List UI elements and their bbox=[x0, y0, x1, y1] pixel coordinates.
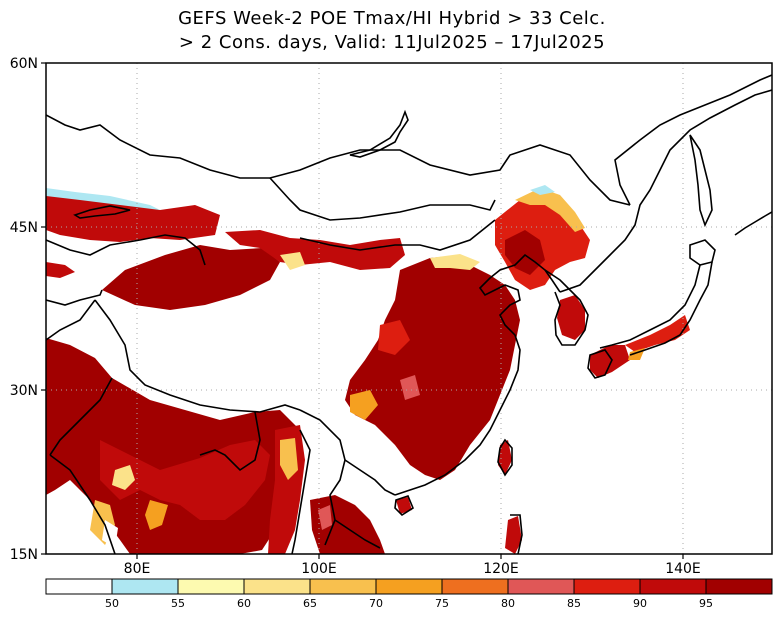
lon-label-120e: 120E bbox=[483, 561, 519, 577]
lon-label-80e: 80E bbox=[124, 561, 151, 577]
lat-label-30n: 30N bbox=[10, 383, 38, 399]
probability-shading bbox=[46, 185, 690, 554]
lat-label-45n: 45N bbox=[10, 220, 38, 236]
colorbar-swatch bbox=[507, 578, 575, 595]
shade-east-china-mid bbox=[378, 320, 410, 355]
colorbar: 50 55 60 65 70 75 80 85 90 95 bbox=[45, 578, 773, 610]
shade-south-asia bbox=[46, 338, 300, 554]
graticule bbox=[46, 63, 772, 554]
shade-manchuria-edge bbox=[515, 188, 585, 232]
shade-korea bbox=[557, 295, 585, 340]
map-title-line-2: > 2 Cons. days, Valid: 11Jul2025 – 17Jul… bbox=[178, 32, 606, 53]
shade-manchuria-cyan bbox=[530, 185, 555, 195]
shade-india-light-2 bbox=[145, 500, 168, 530]
shade-east-china bbox=[345, 255, 520, 480]
colorbar-swatch bbox=[243, 578, 311, 595]
colorbar-swatch bbox=[573, 578, 641, 595]
shade-kazakh-west bbox=[46, 262, 75, 278]
colorbar-swatch bbox=[639, 578, 707, 595]
colorbar-swatch bbox=[111, 578, 179, 595]
shade-dzungaria-light bbox=[280, 252, 305, 270]
coastlines-and-borders bbox=[46, 74, 772, 554]
colorbar-label: 60 bbox=[237, 597, 251, 610]
colorbar-label: 90 bbox=[633, 597, 647, 610]
shade-manchuria-core bbox=[505, 230, 545, 275]
lon-label-140e: 140E bbox=[665, 561, 701, 577]
shade-south-asia-edge bbox=[100, 440, 270, 520]
shade-tarim-basin bbox=[102, 245, 280, 310]
shade-kazakh-steppe bbox=[46, 190, 220, 242]
shade-dzungaria bbox=[225, 230, 405, 270]
shade-india-light-1 bbox=[112, 465, 135, 490]
shade-japan-kyushu bbox=[590, 345, 630, 378]
shade-myanmar-light bbox=[280, 438, 298, 480]
shade-kazakh-edge bbox=[46, 188, 160, 210]
shade-east-china-light-1 bbox=[350, 390, 378, 420]
axis-ticks bbox=[41, 62, 684, 559]
colorbar-swatch bbox=[441, 578, 509, 595]
colorbar-label: 70 bbox=[369, 597, 383, 610]
colorbar-swatch bbox=[705, 578, 773, 595]
colorbar-swatch bbox=[177, 578, 245, 595]
colorbar-label: 80 bbox=[501, 597, 515, 610]
shade-japan-honshu bbox=[625, 315, 690, 352]
lon-label-100e: 100E bbox=[301, 561, 337, 577]
colorbar-label: 50 bbox=[105, 597, 119, 610]
shade-luzon bbox=[505, 516, 522, 554]
lat-label-60n: 60N bbox=[10, 56, 38, 72]
colorbar-label: 85 bbox=[567, 597, 581, 610]
map-frame bbox=[45, 62, 773, 555]
map-title-line-1: GEFS Week-2 POE Tmax/HI Hybrid > 33 Celc… bbox=[178, 8, 606, 29]
shade-indochina-light bbox=[318, 505, 332, 530]
shade-hainan bbox=[396, 497, 412, 514]
shade-east-china-edge bbox=[430, 254, 480, 270]
shade-east-china-light-2 bbox=[400, 375, 420, 400]
colorbar-swatch bbox=[45, 578, 113, 595]
colorbar-label: 65 bbox=[303, 597, 317, 610]
colorbar-label: 75 bbox=[435, 597, 449, 610]
colorbar-swatch bbox=[309, 578, 377, 595]
colorbar-swatch bbox=[375, 578, 443, 595]
colorbar-label: 95 bbox=[699, 597, 713, 610]
lat-label-15n: 15N bbox=[10, 547, 38, 563]
colorbar-label: 55 bbox=[171, 597, 185, 610]
